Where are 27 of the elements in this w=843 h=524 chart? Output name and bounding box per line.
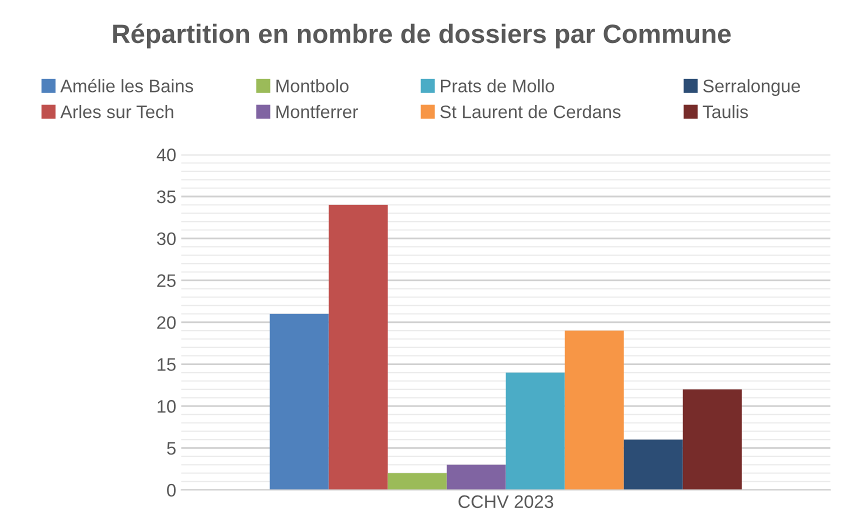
bar [270, 314, 329, 490]
bar [446, 464, 506, 490]
legend-label: Prats de Mollo [440, 79, 554, 92]
legend-label: Taulis [702, 104, 748, 118]
y-tick-label: 25 [157, 274, 176, 288]
y-tick-label: 10 [158, 400, 176, 413]
y-tick-label: 0 [167, 484, 176, 497]
y-tick-label: 40 [156, 148, 176, 162]
legend-label: Montferrer [276, 105, 358, 118]
bar [624, 440, 683, 490]
y-tick-label: 15 [158, 358, 176, 371]
bar [564, 330, 624, 490]
x-tick-label: CCHV 2023 [458, 495, 554, 508]
bar [388, 473, 447, 490]
legend-label: Montbolo [276, 79, 349, 92]
y-tick-label: 20 [157, 316, 176, 329]
bar [682, 389, 742, 490]
legend-label: Amélie les Bains [60, 78, 194, 92]
legend-label: St Laurent de Cerdans [440, 104, 621, 118]
y-tick-label: 5 [167, 442, 176, 455]
y-tick-label: 35 [156, 190, 176, 204]
y-tick-label: 30 [156, 232, 176, 246]
legend-label: Arles sur Tech [60, 104, 174, 118]
bar [328, 204, 388, 490]
chart-title: Répartition en nombre de dossiers par Commune [113, 24, 731, 48]
bar [506, 372, 565, 490]
legend-label: Serralongue [703, 79, 800, 96]
